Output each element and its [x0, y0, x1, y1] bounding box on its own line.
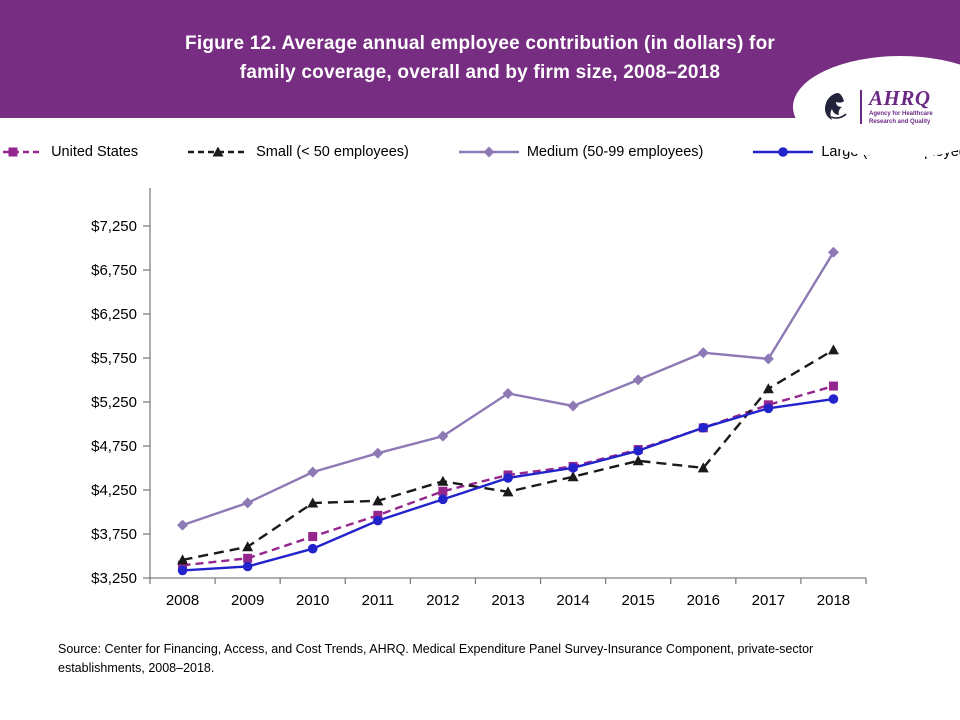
legend-marker-medium-icon — [458, 146, 519, 158]
source-note: Source: Center for Financing, Access, an… — [58, 640, 960, 679]
ahrq-logo: AHRQ Agency for Healthcare Research and … — [793, 56, 960, 158]
svg-text:$3,250: $3,250 — [91, 570, 137, 587]
legend-item-united-states: United States — [0, 144, 138, 160]
svg-text:$4,250: $4,250 — [91, 482, 137, 499]
figure-title: Figure 12. Average annual employee contr… — [0, 0, 960, 87]
chart-legend: United States Small (< 50 employees) Med… — [0, 144, 960, 160]
legend-label-small: Small (< 50 employees) — [256, 144, 409, 160]
header-banner: Figure 12. Average annual employee contr… — [0, 0, 960, 158]
svg-text:2012: 2012 — [426, 592, 459, 609]
figure-title-line2: family coverage, overall and by firm siz… — [239, 61, 721, 83]
svg-text:$3,750: $3,750 — [91, 526, 137, 543]
svg-text:2015: 2015 — [621, 592, 654, 609]
legend-label-united-states: United States — [51, 144, 139, 160]
svg-text:2017: 2017 — [752, 592, 785, 609]
svg-text:$6,250: $6,250 — [91, 306, 137, 323]
ahrq-wordmark: AHRQ — [869, 86, 931, 110]
svg-text:$5,250: $5,250 — [91, 394, 137, 411]
logo-divider — [860, 90, 862, 124]
legend-item-small: Small (< 50 employees) — [186, 144, 409, 160]
ahrq-tagline: Agency for Healthcare Research and Quali… — [869, 111, 933, 125]
svg-text:$6,750: $6,750 — [91, 262, 137, 279]
line-chart: $3,250 $3,750 $4,250 $4,750 $5,250 $5,750 $6,2… — [91, 188, 867, 609]
legend-marker-united-states-icon — [0, 147, 44, 157]
svg-text:$4,750: $4,750 — [91, 438, 137, 455]
svg-text:2009: 2009 — [231, 592, 264, 609]
legend-marker-small-icon — [188, 146, 249, 157]
svg-text:$7,250: $7,250 — [91, 218, 137, 235]
svg-text:2013: 2013 — [491, 592, 524, 609]
legend-marker-large-icon — [753, 147, 814, 157]
svg-text:2016: 2016 — [687, 592, 720, 609]
legend-item-medium: Medium (50-99 employees) — [457, 144, 704, 160]
svg-text:$5,750: $5,750 — [91, 350, 137, 367]
svg-text:2011: 2011 — [362, 592, 394, 609]
svg-text:2014: 2014 — [556, 592, 589, 609]
figure-title-line1: Figure 12. Average annual employee contr… — [185, 33, 775, 54]
hhs-eagle-icon — [825, 93, 847, 120]
legend-label-medium: Medium (50-99 employees) — [526, 144, 704, 160]
svg-text:2010: 2010 — [296, 592, 329, 609]
source-line1: Source: Center for Financing, Access, an… — [58, 642, 814, 656]
svg-text:2018: 2018 — [817, 592, 850, 609]
svg-text:2008: 2008 — [166, 592, 199, 609]
source-line2: establishments, 2008–2018. — [58, 661, 215, 676]
logo-text: AHRQ Agency for Healthcare Research and … — [869, 88, 955, 126]
chart-area: $3,250 $3,750 $4,250 $4,750 $5,250 $5,750 $6,2… — [0, 176, 960, 624]
